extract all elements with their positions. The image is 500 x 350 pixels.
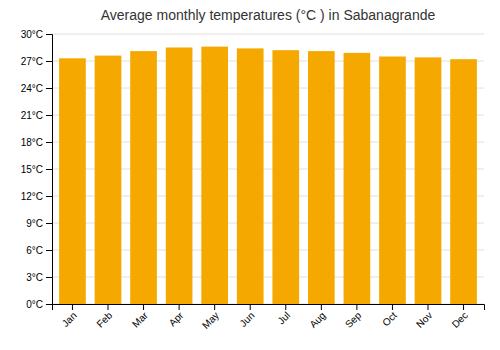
tick: 6°C: [26, 245, 52, 256]
tick: Nov: [414, 304, 434, 330]
tick-mark: [46, 61, 52, 62]
tick-mark: [46, 223, 52, 224]
tick-mark: [250, 304, 251, 310]
tick-label: Jul: [275, 310, 292, 327]
tick-mark: [46, 250, 52, 251]
chart-container: 0°C 3°C 6°C 9°C 12°C 15°C 18°C 21°C 24°C 27°C 30°C…: [0, 0, 500, 350]
tick-label: 6°C: [26, 245, 43, 256]
tick-label: Mar: [130, 309, 150, 329]
grid-line: [52, 34, 484, 35]
tick-mark: [392, 304, 393, 310]
tick-mark: [428, 304, 429, 310]
tick: 18°C: [21, 137, 52, 148]
bar: [415, 57, 442, 304]
bar: [308, 51, 335, 304]
tick-label: Jun: [237, 310, 256, 329]
bar: [130, 51, 157, 304]
bar: [344, 53, 371, 304]
tick: 12°C: [21, 191, 52, 202]
tick-label: Aug: [307, 310, 327, 330]
tick: 9°C: [26, 218, 52, 229]
y-axis: 0°C 3°C 6°C 9°C 12°C 15°C 18°C 21°C 24°C 27°C 30°C: [21, 29, 53, 310]
chart-svg: 0°C 3°C 6°C 9°C 12°C 15°C 18°C 21°C 24°C 27°C 30°C…: [0, 0, 500, 350]
grid: [52, 34, 484, 304]
tick-mark: [214, 304, 215, 310]
title: Average monthly temperatures (°C ) in Sa…: [101, 7, 436, 23]
tick-label: 24°C: [21, 83, 43, 94]
bar: [450, 59, 477, 304]
bar: [166, 48, 193, 305]
plot-area: 0°C 3°C 6°C 9°C 12°C 15°C 18°C 21°C 24°C 27°C 30°C…: [21, 29, 485, 331]
tick-mark: [46, 34, 52, 35]
tick-label: 3°C: [26, 272, 43, 283]
tick-label: May: [200, 310, 221, 331]
tick-label: 12°C: [21, 191, 43, 202]
tick: Feb: [94, 304, 114, 330]
tick: 30°C: [21, 29, 52, 40]
tick-mark: [46, 304, 52, 305]
tick: 3°C: [26, 272, 52, 283]
tick-mark: [285, 304, 286, 310]
tick: Oct: [380, 304, 399, 328]
tick: 24°C: [21, 83, 52, 94]
tick-mark: [179, 304, 180, 310]
x-axis: Jan Feb Mar Apr May Jun Jul Aug Sep Oct Nov Dec: [53, 304, 485, 331]
tick: 0°C: [26, 299, 52, 310]
tick-mark: [46, 169, 52, 170]
bar: [237, 48, 264, 304]
tick-label: 0°C: [26, 299, 43, 310]
tick: Jun: [237, 304, 256, 329]
axis-line: [46, 35, 53, 305]
bar: [95, 56, 122, 304]
axis-line: [53, 305, 485, 311]
tick: Jul: [275, 304, 292, 326]
tick-label: 21°C: [21, 110, 43, 121]
tick-label: Jan: [60, 310, 79, 329]
tick: Jan: [60, 304, 79, 329]
tick: 27°C: [21, 56, 52, 67]
bars: [59, 47, 477, 304]
bar: [201, 47, 228, 304]
tick-label: 15°C: [21, 164, 43, 175]
tick: Aug: [307, 304, 327, 330]
bar: [272, 50, 299, 304]
tick-mark: [46, 142, 52, 143]
tick: Dec: [450, 304, 470, 330]
tick-mark: [46, 196, 52, 197]
bar: [379, 57, 406, 305]
tick-label: Dec: [450, 310, 470, 330]
tick-mark: [46, 88, 52, 89]
tick-label: Apr: [167, 309, 186, 328]
tick-mark: [321, 304, 322, 310]
tick-label: 18°C: [21, 137, 43, 148]
tick: Mar: [130, 304, 150, 330]
tick-mark: [72, 304, 73, 310]
tick-mark: [143, 304, 144, 310]
tick-mark: [46, 277, 52, 278]
tick-label: Sep: [343, 309, 364, 330]
tick-label: 9°C: [26, 218, 43, 229]
tick: 15°C: [21, 164, 52, 175]
tick-label: 27°C: [21, 56, 43, 67]
tick-label: Nov: [414, 310, 434, 330]
tick: Sep: [343, 304, 364, 330]
tick-label: 30°C: [21, 29, 43, 40]
tick: 21°C: [21, 110, 52, 121]
tick: May: [200, 304, 221, 331]
tick-label: Oct: [380, 310, 399, 329]
tick-mark: [46, 115, 52, 116]
tick-mark: [108, 304, 109, 310]
tick: Apr: [167, 304, 186, 328]
tick-mark: [356, 304, 357, 310]
tick-label: Feb: [94, 309, 114, 329]
bar: [59, 58, 86, 304]
tick-mark: [463, 304, 464, 310]
